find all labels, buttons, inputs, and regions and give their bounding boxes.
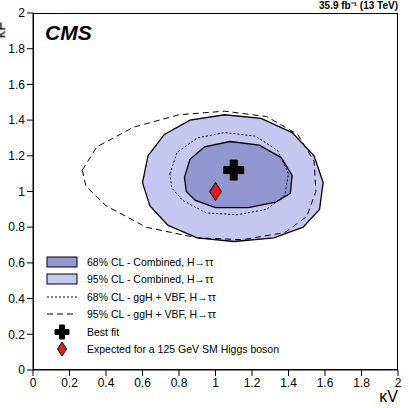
svg-text:2: 2 — [18, 6, 25, 20]
svg-text:0: 0 — [18, 363, 25, 377]
svg-text:0.4: 0.4 — [98, 376, 115, 390]
svg-text:1.8: 1.8 — [353, 376, 370, 390]
html-text:Expected for a 125 GeV SM Higg: Expected for a 125 GeV SM Higgs boson — [87, 343, 279, 356]
svg-text:1.2: 1.2 — [244, 376, 261, 390]
svg-text:1.8: 1.8 — [8, 42, 25, 56]
svg-text:0.6: 0.6 — [8, 256, 25, 270]
svg-text:1.2: 1.2 — [8, 149, 25, 163]
svg-text:1.6: 1.6 — [317, 376, 334, 390]
svg-text:0.6: 0.6 — [134, 376, 151, 390]
html-text:κV: κV — [379, 388, 398, 405]
svg-text:1.4: 1.4 — [8, 113, 25, 127]
svg-text:0.4: 0.4 — [8, 292, 25, 306]
html-text:68% CL - Combined, H→ττ: 68% CL - Combined, H→ττ — [87, 255, 214, 268]
html-text:CMS: CMS — [45, 21, 92, 44]
svg-text:2: 2 — [395, 376, 401, 390]
svg-text:1.6: 1.6 — [8, 78, 25, 92]
html-text:95% CL - ggH + VBF, H→ττ: 95% CL - ggH + VBF, H→ττ — [87, 308, 216, 321]
html-text:35.9 fb⁻¹ (13 TeV): 35.9 fb⁻¹ (13 TeV) — [319, 0, 398, 11]
svg-text:0.8: 0.8 — [8, 220, 25, 234]
svg-text:1.4: 1.4 — [280, 376, 297, 390]
svg-text:1: 1 — [212, 376, 219, 390]
svg-text:0.2: 0.2 — [8, 328, 25, 342]
html-text:95% CL - Combined, H→ττ: 95% CL - Combined, H→ττ — [87, 273, 214, 286]
html-text:Best fit: Best fit — [87, 325, 120, 338]
svg-text:0: 0 — [30, 376, 37, 390]
svg-text:1: 1 — [18, 185, 25, 199]
svg-text:0.2: 0.2 — [61, 376, 78, 390]
svg-text:0.8: 0.8 — [171, 376, 188, 390]
html-text:68% CL - ggH + VBF, H→ττ: 68% CL - ggH + VBF, H→ττ — [87, 290, 216, 303]
